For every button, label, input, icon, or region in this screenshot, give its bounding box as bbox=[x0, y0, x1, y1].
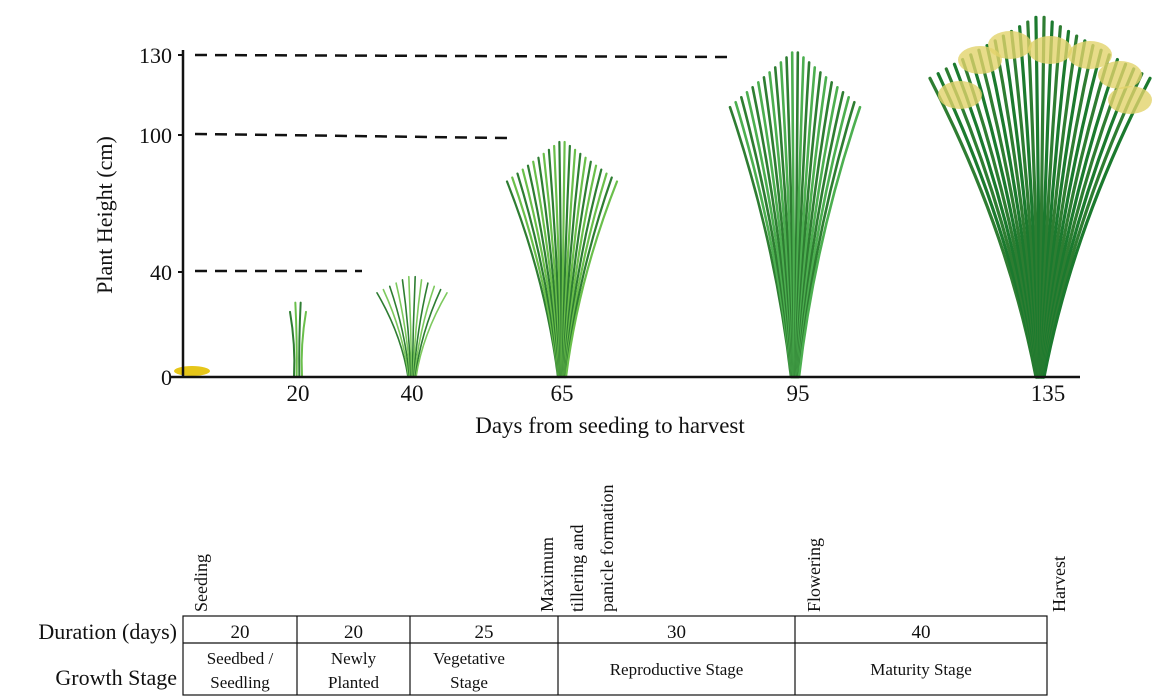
row-header: Duration (days) bbox=[38, 619, 177, 644]
plants bbox=[174, 15, 1152, 379]
plant-leaf bbox=[413, 285, 436, 378]
duration: 25 bbox=[475, 622, 494, 643]
growth-stage: Vegetative bbox=[433, 649, 505, 668]
plant-leaf bbox=[411, 275, 416, 378]
growth-stage: Planted bbox=[328, 673, 379, 692]
duration: 40 bbox=[912, 622, 931, 643]
x-tick-label: 95 bbox=[787, 381, 810, 406]
grain-cluster bbox=[1028, 36, 1072, 64]
event-label: tillering and bbox=[567, 525, 587, 612]
row-header: Growth Stage bbox=[55, 665, 177, 690]
growth-stage: Maturity Stage bbox=[870, 660, 972, 679]
growth-stage: Newly bbox=[331, 649, 377, 668]
x-tick-label: 135 bbox=[1031, 381, 1066, 406]
plant-leaf bbox=[1042, 76, 1152, 379]
growth-stage: Stage bbox=[450, 673, 488, 692]
x-tick-label: 20 bbox=[287, 381, 310, 406]
growth-stage: Reproductive Stage bbox=[610, 660, 744, 679]
plant-leaf bbox=[395, 282, 411, 378]
event-label: Maximum bbox=[537, 537, 557, 612]
plant-leaf bbox=[401, 279, 412, 378]
plant-leaf bbox=[412, 279, 423, 378]
x-axis-label: Days from seeding to harvest bbox=[475, 413, 745, 438]
y-tick-label: 0 bbox=[161, 365, 172, 390]
plant-leaf bbox=[300, 310, 307, 378]
event-label: Harvest bbox=[1049, 556, 1069, 612]
y-tick-label: 40 bbox=[150, 260, 172, 285]
growth-stage: Seedling bbox=[210, 673, 270, 692]
plant-leaf bbox=[415, 292, 448, 378]
growth-stage: Seedbed / bbox=[207, 649, 274, 668]
table-grid bbox=[182, 615, 1048, 696]
grain-cluster bbox=[1108, 86, 1152, 114]
grain-cluster bbox=[938, 81, 982, 109]
event-label: Seeding bbox=[191, 554, 211, 612]
plant-leaf bbox=[564, 180, 619, 379]
dash-line bbox=[194, 53, 729, 59]
plant-leaf bbox=[298, 301, 302, 378]
x-tick-label: 65 bbox=[551, 381, 574, 406]
event-label: Flowering bbox=[804, 538, 824, 612]
duration: 20 bbox=[344, 622, 363, 643]
event-label: panicle formation bbox=[597, 485, 617, 612]
plant-leaf bbox=[413, 282, 429, 378]
duration: 20 bbox=[231, 622, 250, 643]
plant-leaf bbox=[376, 292, 409, 378]
plant-leaf bbox=[797, 105, 862, 379]
grain-cluster bbox=[1098, 61, 1142, 89]
plant-leaf bbox=[382, 288, 410, 378]
plant-leaf bbox=[289, 310, 296, 378]
y-axis-label: Plant Height (cm) bbox=[92, 136, 117, 294]
dash-line bbox=[194, 132, 509, 140]
grain-cluster bbox=[958, 46, 1002, 74]
seed bbox=[174, 366, 210, 376]
grain-cluster bbox=[988, 31, 1032, 59]
plant-leaf bbox=[408, 275, 413, 378]
y-tick-label: 100 bbox=[139, 123, 172, 148]
x-tick-label: 40 bbox=[401, 381, 424, 406]
plant-leaf bbox=[294, 301, 298, 378]
duration: 30 bbox=[667, 622, 686, 643]
grain-cluster bbox=[1068, 41, 1112, 69]
plant-leaf bbox=[414, 288, 442, 378]
y-tick-label: 130 bbox=[139, 43, 172, 68]
plant-leaf bbox=[388, 285, 411, 378]
